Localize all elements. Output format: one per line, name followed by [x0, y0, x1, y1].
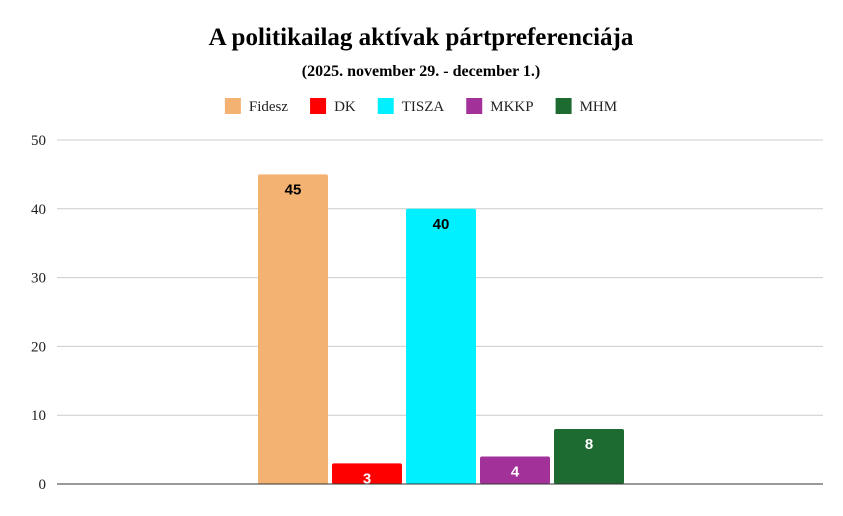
legend-swatch-dk — [310, 98, 327, 114]
chart-subtitle: (2025. november 29. - december 1.) — [302, 63, 540, 80]
bar-value-label: 8 — [585, 436, 593, 453]
legend-label: MKKP — [490, 99, 533, 115]
y-tick-label: 10 — [31, 408, 46, 424]
bar-tisza — [406, 208, 476, 485]
legend-label: MHM — [580, 99, 618, 115]
y-tick-label: 50 — [31, 133, 46, 149]
bar-labels: 45 3 40 4 8 — [285, 181, 594, 487]
legend-label: TISZA — [402, 99, 445, 115]
bar-value-label: 4 — [511, 463, 520, 480]
bar-value-label: 45 — [285, 181, 302, 198]
y-tick-label: 0 — [39, 477, 47, 493]
legend-label: DK — [334, 99, 356, 115]
bar-dk — [332, 463, 402, 484]
y-tick-label: 40 — [31, 202, 46, 218]
y-axis: 0 10 20 30 40 50 — [31, 133, 46, 493]
legend-swatch-fidesz — [224, 98, 241, 114]
y-tick-label: 20 — [31, 339, 46, 355]
legend-swatch-mkkp — [466, 98, 483, 114]
bar-value-label: 40 — [433, 216, 450, 233]
bar-value-label: 3 — [363, 470, 371, 487]
bar-mkkp — [480, 456, 550, 484]
bar-fidesz — [258, 174, 328, 484]
legend-swatch-tisza — [377, 98, 394, 114]
bar-mhm — [554, 428, 624, 484]
bars — [258, 174, 624, 485]
legend-label: Fidesz — [249, 99, 289, 115]
legend: Fidesz DK TISZA MKKP MHM — [224, 98, 618, 115]
legend-swatch-mhm — [555, 98, 572, 114]
y-tick-label: 30 — [31, 271, 46, 287]
chart-title: A politikailag aktívak pártpreferenciája — [209, 24, 634, 51]
